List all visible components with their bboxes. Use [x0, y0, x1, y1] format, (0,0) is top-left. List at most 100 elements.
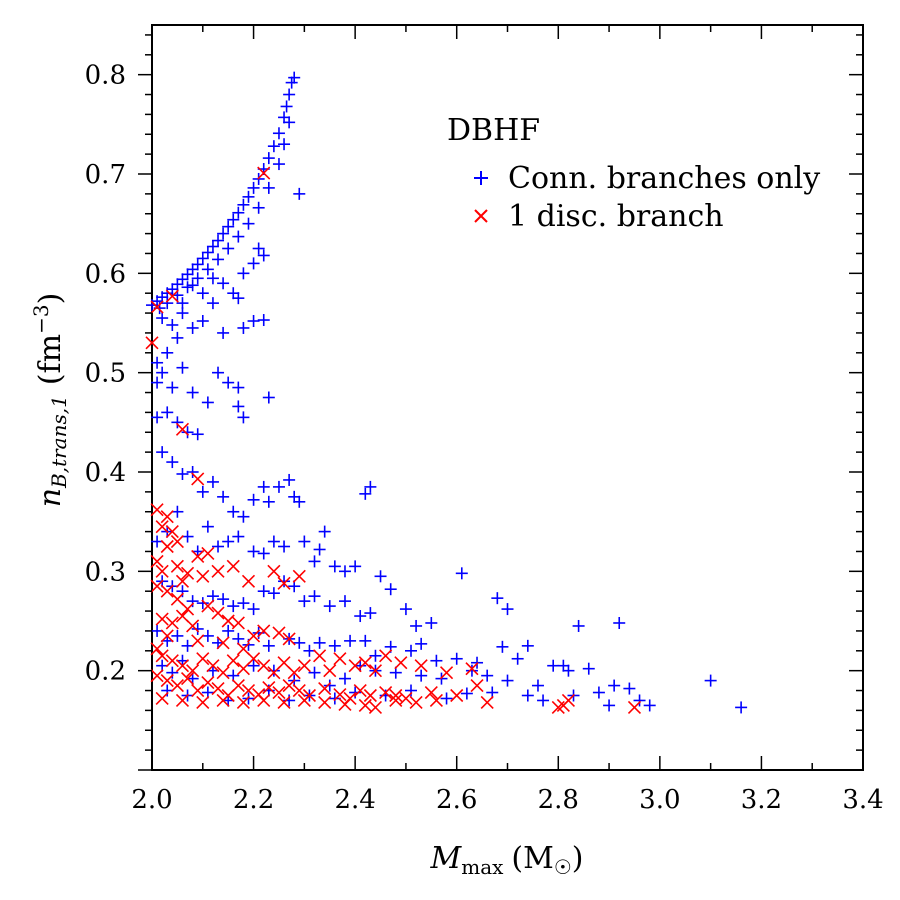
data-point-plus — [328, 560, 341, 573]
data-point-x — [399, 691, 413, 706]
data-point-plus — [262, 152, 275, 165]
x-tick-label: 2.8 — [538, 785, 579, 815]
data-point-x — [277, 576, 291, 590]
data-point-plus — [227, 287, 240, 300]
data-point-plus — [267, 140, 280, 153]
data-point-x — [196, 569, 210, 583]
data-point-plus — [303, 644, 316, 657]
data-point-x — [196, 652, 210, 666]
data-point-plus — [247, 603, 260, 616]
data-point-x — [160, 510, 174, 524]
data-point-x — [277, 656, 291, 670]
data-point-plus — [364, 480, 377, 493]
y-axis-title-exp: −3 — [29, 304, 53, 333]
data-point-plus — [217, 326, 230, 339]
data-point-plus — [171, 505, 184, 518]
data-point-plus — [415, 637, 428, 650]
data-point-x — [358, 656, 372, 670]
data-point-plus — [171, 629, 184, 642]
data-point-plus — [257, 314, 270, 327]
y-axis-title-close: ) — [33, 293, 68, 305]
data-point-plus — [181, 281, 194, 294]
x-axis-title-main: M — [430, 841, 463, 876]
data-point-x — [150, 554, 164, 568]
x-tick-label: 2.6 — [436, 785, 477, 815]
data-point-plus — [285, 76, 298, 89]
data-point-plus — [328, 639, 341, 652]
data-point-plus — [227, 213, 240, 226]
data-point-x — [247, 652, 261, 666]
data-point-x — [201, 599, 215, 613]
data-point-x — [211, 681, 225, 696]
data-point-x — [175, 659, 190, 673]
data-point-plus — [186, 386, 199, 399]
data-point-plus — [222, 242, 235, 255]
data-point-plus — [501, 603, 514, 616]
data-point-x — [241, 683, 256, 698]
data-point-plus — [206, 475, 219, 488]
data-point-x — [180, 566, 195, 580]
data-point-x — [277, 695, 291, 710]
data-point-plus — [232, 206, 245, 219]
x-axis-title-unit: (M — [511, 841, 553, 876]
data-point-x — [150, 300, 164, 314]
data-point-x — [211, 564, 225, 578]
data-point-plus — [262, 639, 275, 652]
data-point-x — [348, 659, 362, 673]
data-point-plus — [562, 664, 575, 677]
data-point-x — [165, 654, 179, 668]
data-point-x — [292, 683, 306, 698]
data-point-plus — [496, 640, 509, 653]
data-point-plus — [323, 679, 336, 692]
data-point-plus — [364, 607, 377, 620]
data-point-plus — [262, 181, 275, 194]
data-point-plus — [161, 406, 174, 419]
data-point-plus — [359, 487, 372, 500]
data-point-plus — [399, 603, 412, 616]
data-point-plus — [227, 600, 240, 613]
x-tick-label: 3.4 — [842, 785, 883, 815]
sun-symbol: ☉ — [554, 855, 572, 879]
data-point-x — [409, 695, 423, 710]
data-point-plus — [425, 616, 438, 629]
data-point-x — [353, 683, 367, 698]
data-point-x — [211, 606, 225, 620]
data-point-plus — [161, 684, 174, 697]
data-point-x — [180, 602, 195, 616]
data-point-plus — [217, 227, 230, 240]
y-tick-label: 0.2 — [85, 657, 126, 687]
y-axis-title-sub: B,trans,1 — [47, 395, 71, 489]
data-point-plus — [557, 659, 570, 672]
data-point-plus — [181, 530, 194, 543]
data-point-x — [206, 659, 220, 673]
data-point-x — [257, 624, 271, 638]
data-point-plus — [196, 485, 209, 498]
y-tick-labels: 0.2 0.3 0.4 0.5 0.6 0.7 0.8 — [85, 61, 126, 687]
data-point-plus — [206, 297, 219, 310]
y-tick-label: 0.3 — [85, 557, 126, 587]
legend: DBHF Conn. branches only 1 disc. branch — [447, 113, 820, 234]
data-point-x — [236, 662, 250, 676]
data-point-plus — [206, 272, 219, 285]
y-tick-label: 0.6 — [85, 259, 126, 289]
data-point-x — [247, 629, 261, 643]
data-point-plus — [257, 249, 270, 262]
data-point-plus — [217, 593, 230, 606]
data-point-plus — [237, 510, 250, 523]
data-point-plus — [151, 624, 164, 637]
data-point-plus — [278, 138, 291, 151]
data-point-plus — [582, 662, 595, 675]
data-point-x — [297, 659, 311, 673]
data-point-x — [175, 609, 190, 623]
data-point-plus — [308, 555, 321, 568]
data-point-x — [175, 693, 190, 708]
data-point-plus — [156, 446, 169, 459]
data-point-x — [145, 336, 159, 350]
points-layer — [145, 71, 748, 714]
data-point-plus — [323, 600, 336, 613]
data-point-x — [272, 685, 286, 700]
data-point-x — [257, 693, 271, 708]
data-point-x — [175, 422, 190, 436]
data-point-x — [394, 656, 408, 670]
data-point-plus — [280, 100, 293, 113]
